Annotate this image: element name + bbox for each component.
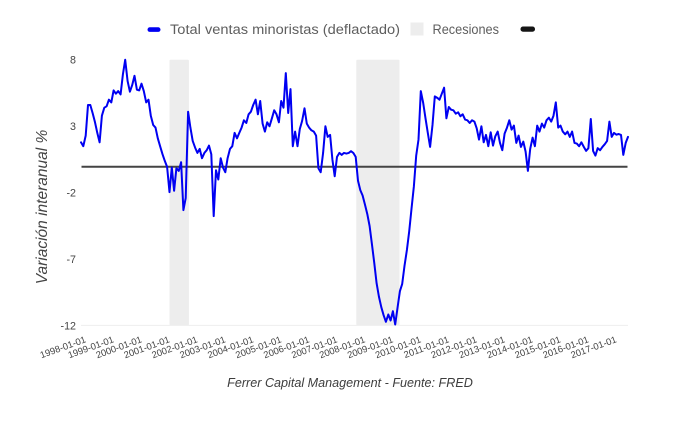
svg-text:Variación interanual %: Variación interanual % [34,130,51,285]
svg-text:-2: -2 [66,188,76,200]
svg-text:3: 3 [70,121,76,133]
svg-text:Recesiones: Recesiones [433,22,500,37]
svg-text:-12: -12 [61,321,77,333]
svg-text:-7: -7 [66,254,76,266]
svg-text:Total ventas minoristas (defla: Total ventas minoristas (deflactado) [170,22,400,37]
svg-text:Ferrer Capital Management - Fu: Ferrer Capital Management - Fuente: FRED [227,376,473,390]
svg-text:8: 8 [70,55,76,67]
